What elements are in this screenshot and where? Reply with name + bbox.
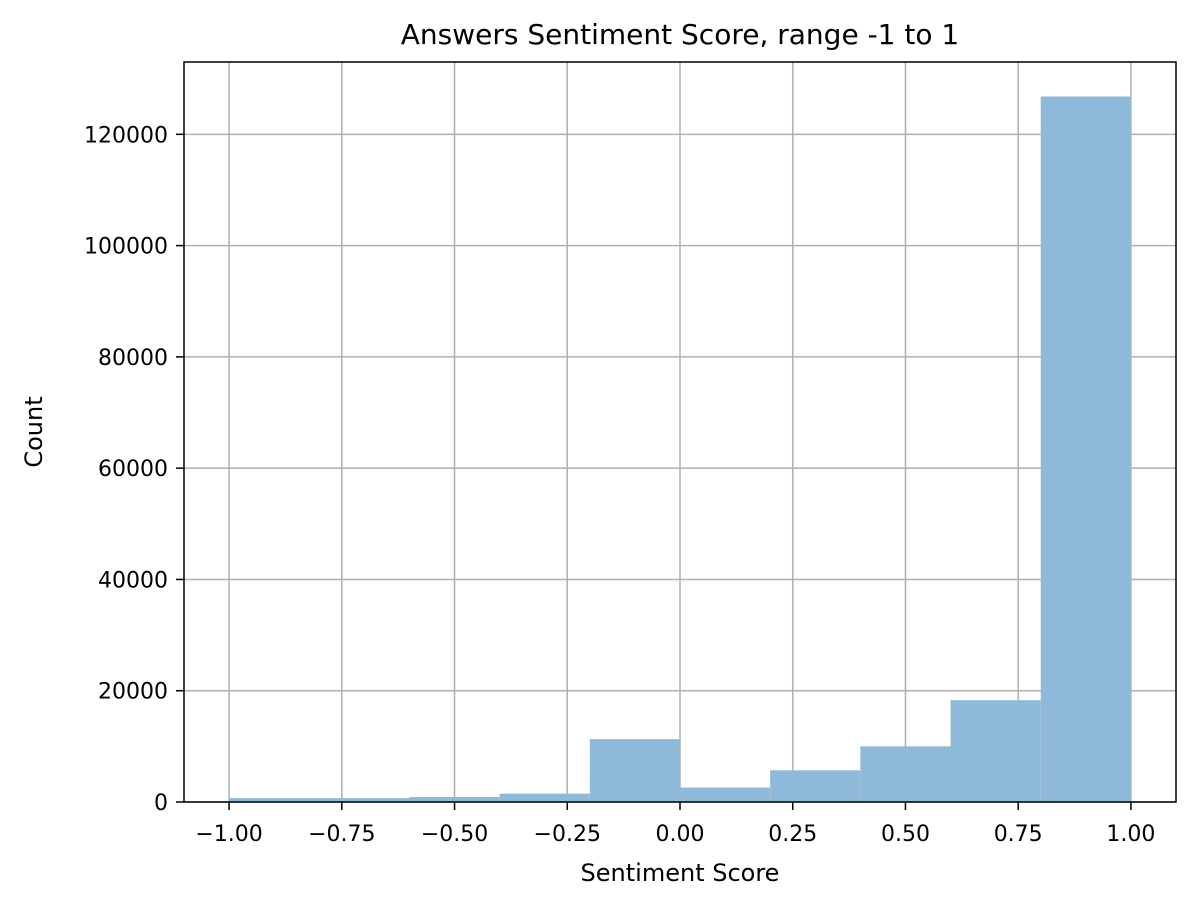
histogram-bar-4	[499, 793, 590, 802]
x-tick-label-5: 0.00	[656, 822, 705, 847]
grid-lines	[184, 62, 1176, 803]
bars	[229, 96, 1131, 803]
histogram-bar-9	[950, 700, 1041, 802]
y-tick-label-5: 80000	[98, 346, 168, 371]
x-tick-label-8: 0.75	[994, 822, 1043, 847]
y-tick-label-6: 100000	[84, 235, 168, 260]
x-tick-label-4: −0.25	[534, 822, 601, 847]
histogram-bar-8	[860, 746, 951, 802]
histogram-bar-2	[319, 798, 410, 802]
x-tick-label-2: −0.75	[308, 822, 375, 847]
histogram-bar-3	[409, 796, 500, 802]
histogram-bar-10	[1040, 96, 1131, 803]
histogram-bar-7	[770, 770, 861, 802]
histogram-bar-5	[589, 739, 680, 802]
x-axis-ticks: −1.00 −0.75 −0.50 −0.25 0.00 0.25 0.50 0.75 1.00	[195, 802, 1155, 847]
x-tick-label-1: −1.00	[195, 822, 262, 847]
y-tick-label-3: 40000	[98, 568, 168, 593]
x-tick-label-9: 1.00	[1106, 822, 1155, 847]
x-axis-label: Sentiment Score	[581, 859, 780, 887]
y-tick-label-2: 20000	[98, 680, 168, 705]
histogram-bar-6	[680, 787, 771, 802]
chart-title: Answers Sentiment Score, range -1 to 1	[401, 18, 959, 51]
y-axis-label: Count	[20, 396, 48, 467]
y-axis-ticks: 0 20000 40000 60000 80000 100000 120000	[84, 123, 184, 816]
x-tick-label-7: 0.50	[881, 822, 930, 847]
x-tick-label-6: 0.25	[768, 822, 817, 847]
y-tick-label-7: 120000	[84, 123, 168, 148]
y-tick-label-4: 60000	[98, 457, 168, 482]
x-tick-label-3: −0.50	[421, 822, 488, 847]
y-tick-label-1: 0	[154, 791, 168, 816]
histogram-bar-1	[229, 798, 320, 802]
